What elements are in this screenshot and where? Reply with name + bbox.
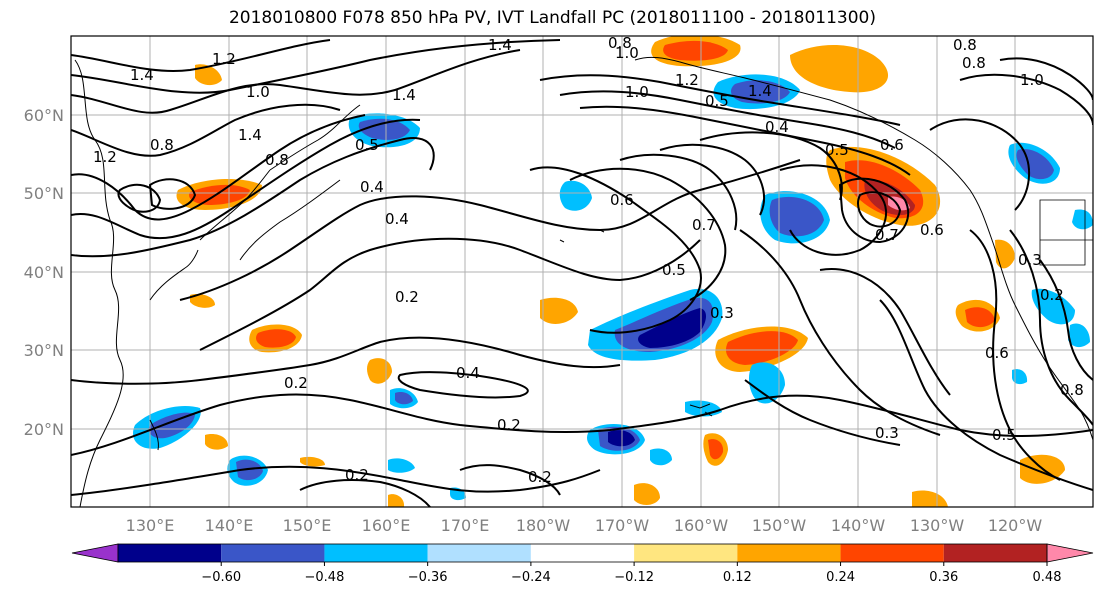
lon-label: 120°W: [988, 516, 1043, 535]
colorbar-tick-label: 0.12: [723, 570, 752, 585]
contour-label: 1.4: [748, 82, 772, 100]
lat-label: 40°N: [24, 263, 64, 282]
contour-label: 1.0: [246, 83, 270, 101]
colorbar-segment: [737, 544, 841, 562]
contour-label: 1.2: [675, 71, 699, 89]
contour-label: 0.4: [360, 178, 384, 196]
colorbar-tick-label: 0.48: [1033, 570, 1062, 585]
lon-label: 170°E: [441, 516, 490, 535]
colorbar-extend-low: [71, 543, 119, 563]
colorbar-segment: [530, 544, 635, 562]
colorbar-segment: [840, 544, 944, 562]
contour-label: 0.5: [355, 136, 379, 154]
contour-label: 0.8: [962, 54, 986, 72]
contour-label: 0.8: [150, 136, 174, 154]
contour-label: 1.0: [615, 44, 639, 62]
contour-label: 0.2: [345, 466, 369, 484]
longitude-labels: 130°E 140°E 150°E 160°E 170°E 180°W 170°…: [126, 516, 1043, 535]
contour-label: 0.6: [880, 136, 904, 154]
pv-contours: [71, 39, 1093, 507]
lon-label: 130°E: [126, 516, 175, 535]
contour-label: 0.6: [610, 191, 634, 209]
contour-label: 0.6: [985, 344, 1009, 362]
colorbar-segment: [943, 544, 1047, 562]
lat-label: 20°N: [24, 420, 64, 439]
colorbar-segment: [324, 544, 428, 562]
contour-label: 0.6: [920, 221, 944, 239]
contour-labels: 1.4 1.2 1.0 0.8 1.2 1.4 0.8 1.4 1.4 0.5 …: [93, 34, 1084, 486]
colorbar-segment: [427, 544, 531, 562]
lon-label: 130°W: [910, 516, 965, 535]
gridlines: [71, 36, 1093, 507]
colorbar-tick-label: 0.36: [929, 570, 958, 585]
lon-label: 160°E: [362, 516, 411, 535]
contour-label: 0.5: [705, 92, 729, 110]
colorbar-frame: [117, 543, 1048, 563]
colorbar-extend-high: [1046, 543, 1094, 563]
colorbar-segment: [221, 544, 325, 562]
colorbar-tick-label: 0.24: [826, 570, 855, 585]
contour-label: 0.2: [528, 468, 552, 486]
colorbar-tick-label: −0.48: [305, 570, 345, 585]
lat-label: 60°N: [24, 106, 64, 125]
contour-label: 0.3: [710, 304, 734, 322]
colorbar-segment: [634, 544, 738, 562]
contour-label: 0.7: [692, 216, 716, 234]
lon-label: 150°W: [752, 516, 807, 535]
contour-label: 0.4: [765, 118, 789, 136]
lon-label: 140°W: [831, 516, 886, 535]
colorbar-tick-label: −0.36: [408, 570, 448, 585]
contour-label: 0.5: [662, 261, 686, 279]
contour-label: 0.8: [953, 36, 977, 54]
lat-label: 50°N: [24, 184, 64, 203]
contour-label: 1.4: [130, 66, 154, 84]
contour-label: 0.2: [284, 374, 308, 392]
lat-label: 30°N: [24, 341, 64, 360]
contour-label: 1.0: [1020, 71, 1044, 89]
lon-label: 150°E: [283, 516, 332, 535]
lon-label: 160°W: [674, 516, 729, 535]
contour-label: 0.4: [456, 364, 480, 382]
contour-label: 0.2: [395, 288, 419, 306]
contour-label: 0.4: [385, 210, 409, 228]
colorbar-segment: [118, 544, 222, 562]
lon-label: 170°W: [595, 516, 650, 535]
contour-label: 0.2: [1040, 286, 1064, 304]
contour-label: 1.4: [392, 86, 416, 104]
contour-label: 0.3: [875, 424, 899, 442]
contour-label: 1.2: [93, 148, 117, 166]
colorbar: −0.60 −0.48 −0.36 −0.24 −0.12 0.12 0.24 0.36 0.4…: [71, 543, 1094, 585]
contour-label: 0.5: [992, 426, 1016, 444]
contour-label: 1.2: [212, 50, 236, 68]
contour-label: 0.8: [1060, 381, 1084, 399]
colorbar-tick-label: −0.12: [614, 570, 654, 585]
latitude-labels: 60°N 50°N 40°N 30°N 20°N: [24, 106, 64, 439]
lon-label: 140°E: [205, 516, 254, 535]
map-frame: [70, 35, 1094, 508]
contour-label: 1.4: [488, 36, 512, 54]
lon-label: 180°W: [516, 516, 571, 535]
contour-label: 0.8: [265, 151, 289, 169]
contour-label: 1.0: [625, 83, 649, 101]
contour-label: 1.4: [238, 126, 262, 144]
contour-label: 0.5: [825, 141, 849, 159]
map-title: 2018010800 F078 850 hPa PV, IVT Landfall…: [228, 8, 876, 28]
contour-label: 0.7: [875, 226, 899, 244]
contour-label: 0.2: [497, 416, 521, 434]
colorbar-tick-label: −0.24: [511, 570, 551, 585]
contour-label: 0.3: [1018, 251, 1042, 269]
colorbar-tick-label: −0.60: [201, 570, 241, 585]
contour-label: 0.8: [608, 34, 632, 52]
